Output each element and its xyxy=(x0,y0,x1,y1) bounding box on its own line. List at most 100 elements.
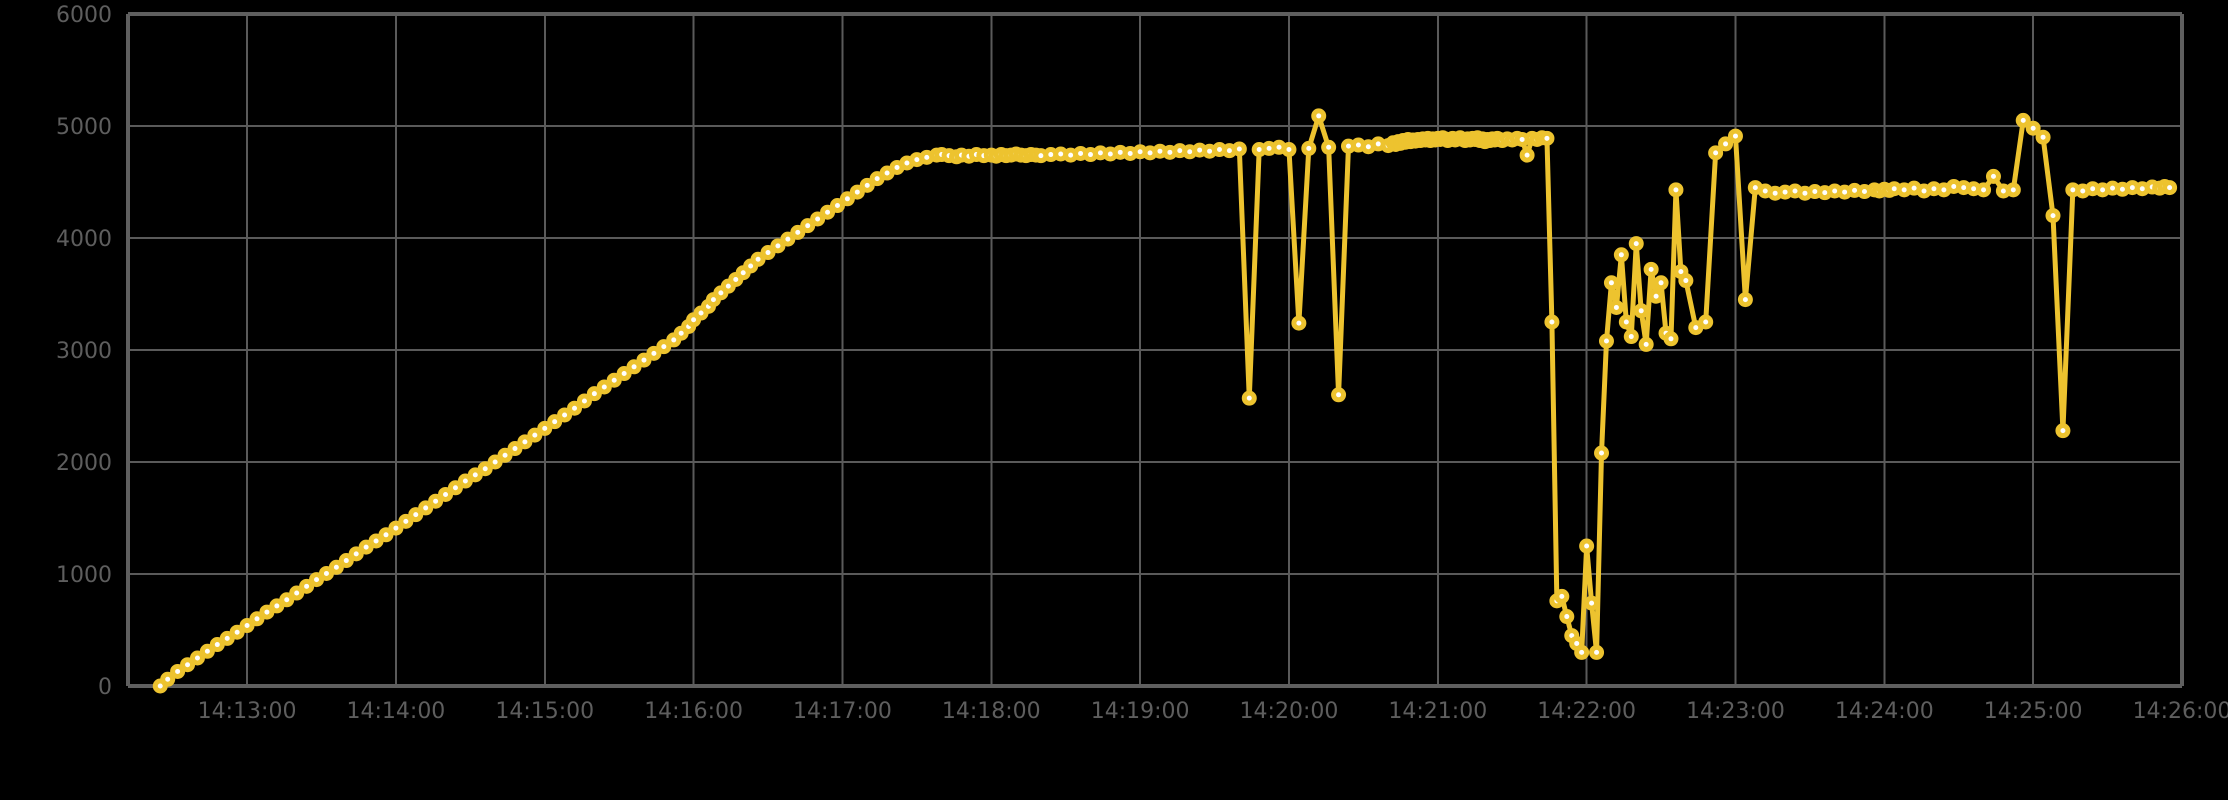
data-point-marker xyxy=(358,539,374,555)
data-point-marker xyxy=(428,493,444,509)
x-tick-label: 14:15:00 xyxy=(495,699,594,724)
data-point-marker xyxy=(750,251,766,267)
data-point-marker xyxy=(820,204,836,220)
data-point-marker xyxy=(1663,331,1679,347)
data-point-marker xyxy=(487,454,503,470)
y-tick-label: 2000 xyxy=(56,451,112,476)
data-point-marker xyxy=(170,663,186,679)
data-point-marker xyxy=(567,400,583,416)
data-point-marker xyxy=(1608,299,1624,315)
data-point-marker xyxy=(1653,275,1669,291)
data-series-line xyxy=(157,113,2173,689)
data-point-marker xyxy=(1603,275,1619,291)
data-point-marker xyxy=(829,198,845,214)
data-point-marker xyxy=(606,372,622,388)
data-point-marker xyxy=(1584,595,1600,611)
data-point-marker xyxy=(328,559,344,575)
x-tick-label: 14:26:00 xyxy=(2133,699,2228,724)
y-tick-label: 1000 xyxy=(56,563,112,588)
data-point-marker xyxy=(770,238,786,254)
data-point-marker xyxy=(2025,120,2041,136)
x-tick-label: 14:19:00 xyxy=(1091,699,1190,724)
data-point-marker xyxy=(507,441,523,457)
x-tick-label: 14:25:00 xyxy=(1984,699,2083,724)
x-tick-label: 14:23:00 xyxy=(1686,699,1785,724)
x-tick-label: 14:16:00 xyxy=(644,699,743,724)
data-point-marker xyxy=(2055,423,2071,439)
data-point-marker xyxy=(1291,315,1307,331)
y-tick-label: 3000 xyxy=(56,339,112,364)
data-point-marker xyxy=(467,467,483,483)
data-point-marker xyxy=(388,520,404,536)
data-point-marker xyxy=(1589,644,1605,660)
data-point-marker xyxy=(408,507,424,523)
x-tick-label: 14:14:00 xyxy=(347,699,446,724)
data-point-marker xyxy=(180,657,196,673)
data-point-marker xyxy=(457,473,473,489)
x-axis-tick-labels: 14:13:00 14:14:00 14:15:00 14:16:00 14:17:00… xyxy=(198,699,2228,724)
data-point-marker xyxy=(656,339,672,355)
data-point-marker xyxy=(636,352,652,368)
series-polyline xyxy=(157,113,2173,689)
data-point-marker xyxy=(378,527,394,543)
data-point-marker xyxy=(338,553,354,569)
data-point-marker xyxy=(219,630,235,646)
grid-lines xyxy=(128,14,2182,686)
data-point-marker xyxy=(1241,390,1257,406)
data-point-marker xyxy=(1544,314,1560,330)
data-point-marker xyxy=(849,184,865,200)
data-point-marker xyxy=(1628,236,1644,252)
data-point-marker xyxy=(527,427,543,443)
data-point-marker xyxy=(1554,588,1570,604)
data-point-marker xyxy=(537,420,553,436)
data-point-marker xyxy=(239,618,255,634)
data-point-marker xyxy=(497,447,513,463)
data-point-marker xyxy=(1698,314,1714,330)
data-point-marker xyxy=(1559,609,1575,625)
data-point-marker xyxy=(1618,314,1634,330)
data-point-marker xyxy=(1594,445,1610,461)
y-tick-label: 0 xyxy=(98,675,112,700)
data-point-marker xyxy=(2045,208,2061,224)
data-point-marker xyxy=(760,245,776,261)
data-point-marker xyxy=(1519,147,1535,163)
data-point-marker xyxy=(1678,273,1694,289)
data-point-marker xyxy=(289,585,305,601)
data-point-marker xyxy=(1648,288,1664,304)
data-point-marker xyxy=(1638,336,1654,352)
data-point-marker xyxy=(2035,129,2051,145)
data-point-marker xyxy=(517,434,533,450)
x-tick-label: 14:24:00 xyxy=(1835,699,1934,724)
data-point-marker xyxy=(1539,130,1555,146)
data-point-marker xyxy=(1708,145,1724,161)
x-tick-label: 14:13:00 xyxy=(198,699,297,724)
data-point-marker xyxy=(368,533,384,549)
data-point-marker xyxy=(790,224,806,240)
data-point-marker xyxy=(1574,644,1590,660)
x-tick-label: 14:20:00 xyxy=(1240,699,1339,724)
data-point-marker xyxy=(646,345,662,361)
data-point-markers xyxy=(152,108,2178,694)
data-point-marker xyxy=(299,578,315,594)
data-point-marker xyxy=(1311,108,1327,124)
data-point-marker xyxy=(1321,139,1337,155)
data-point-marker xyxy=(199,643,215,659)
data-point-marker xyxy=(398,513,414,529)
data-point-marker xyxy=(249,611,265,627)
data-point-marker xyxy=(1633,303,1649,319)
data-point-marker xyxy=(626,359,642,375)
data-point-marker xyxy=(259,604,275,620)
data-point-marker xyxy=(418,500,434,516)
data-point-marker xyxy=(1231,141,1247,157)
data-point-marker xyxy=(576,393,592,409)
data-point-marker xyxy=(780,231,796,247)
data-point-marker xyxy=(477,461,493,477)
data-point-marker xyxy=(800,218,816,234)
x-tick-label: 14:22:00 xyxy=(1537,699,1636,724)
y-tick-label: 5000 xyxy=(56,115,112,140)
data-point-marker xyxy=(557,407,573,423)
data-point-marker xyxy=(586,386,602,402)
data-point-marker xyxy=(1598,333,1614,349)
y-axis-tick-labels: 0 1000 2000 3000 4000 5000 6000 xyxy=(56,3,112,700)
